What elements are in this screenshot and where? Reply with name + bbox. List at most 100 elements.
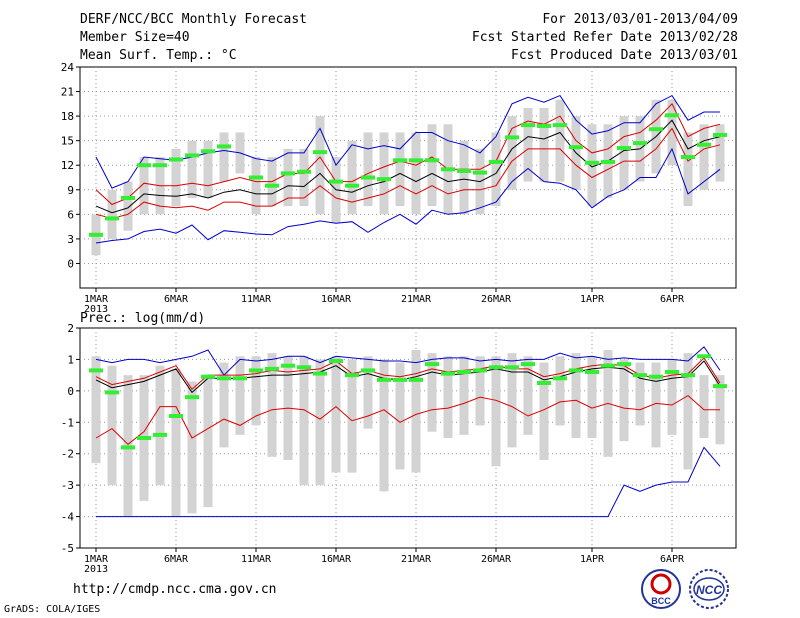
observed-mark xyxy=(697,354,711,359)
source-url[interactable]: http://cmdp.ncc.cma.gov.cn xyxy=(73,582,277,597)
observed-mark xyxy=(713,132,727,137)
median-line xyxy=(95,360,721,394)
spread-bar xyxy=(571,353,581,438)
spread-bar xyxy=(363,356,373,429)
spread-bar xyxy=(683,132,693,207)
observed-mark xyxy=(425,158,439,163)
spread-bar xyxy=(171,148,181,207)
observed-mark xyxy=(489,365,503,370)
spread-bar xyxy=(539,107,549,182)
ytick-label: 9 xyxy=(67,184,74,197)
spread-bar xyxy=(299,148,309,207)
produced-date: Fcst Produced Date 2013/03/01 xyxy=(511,48,738,63)
observed-mark xyxy=(345,373,359,378)
xtick-label: 1MAR xyxy=(84,294,109,305)
xtick-label: 1APR xyxy=(580,294,605,305)
spread-bar xyxy=(587,356,597,438)
observed-mark xyxy=(361,175,375,180)
observed-mark xyxy=(457,168,471,173)
xtick-label: 11MAR xyxy=(241,294,272,305)
observed-mark xyxy=(281,363,295,368)
observed-mark xyxy=(441,371,455,376)
observed-mark xyxy=(313,150,327,155)
spread-bar xyxy=(331,356,341,473)
spread-bar xyxy=(619,359,629,442)
observed-mark xyxy=(329,359,343,363)
spread-bar xyxy=(507,116,517,190)
ytick-label: -4 xyxy=(61,511,75,524)
ytick-label: -3 xyxy=(61,479,74,492)
observed-mark xyxy=(313,371,327,376)
observed-mark xyxy=(585,370,599,374)
observed-mark xyxy=(393,377,407,382)
xtick-label: 6APR xyxy=(660,554,685,565)
spread-bar xyxy=(91,356,101,464)
observed-mark xyxy=(665,370,679,374)
spread-bar xyxy=(107,189,117,239)
observed-mark xyxy=(713,384,727,389)
observed-mark xyxy=(553,123,567,128)
observed-mark xyxy=(121,195,135,200)
spread-bar xyxy=(203,378,213,508)
spread-bar xyxy=(587,124,597,207)
ytick-label: 24 xyxy=(61,61,75,74)
spread-bar xyxy=(379,359,389,492)
observed-mark xyxy=(105,216,119,221)
observed-mark xyxy=(201,149,215,154)
observed-mark xyxy=(137,163,151,168)
ytick-label: -2 xyxy=(61,448,74,461)
observed-mark xyxy=(537,123,551,128)
spread-bar xyxy=(635,362,645,426)
observed-mark xyxy=(521,362,535,367)
observed-mark xyxy=(265,183,279,188)
observed-mark xyxy=(697,142,711,147)
observed-mark xyxy=(521,123,535,128)
spread-bar xyxy=(523,107,533,182)
xtick-label: 6APR xyxy=(660,294,685,305)
spread-bar xyxy=(667,359,677,435)
xtick-label: 6MAR xyxy=(164,554,189,565)
spread-bar xyxy=(123,181,133,231)
observed-mark xyxy=(105,390,119,395)
observed-mark xyxy=(249,175,263,180)
observed-mark xyxy=(281,171,295,176)
spread-bar xyxy=(427,353,437,432)
spread-bar xyxy=(411,350,421,473)
observed-mark xyxy=(377,177,391,182)
panel-subtitle: Prec.: log(mm/d) xyxy=(80,311,205,326)
spread-bar xyxy=(363,132,373,207)
observed-mark xyxy=(633,373,647,378)
observed-mark xyxy=(409,158,423,163)
spread-bar xyxy=(219,362,229,448)
spread-bar xyxy=(507,353,517,448)
svg-text:NCC: NCC xyxy=(696,583,722,597)
ytick-label: -5 xyxy=(61,542,74,555)
spread-bar xyxy=(667,99,677,166)
observed-mark xyxy=(265,366,279,371)
ytick-label: 1 xyxy=(67,353,74,366)
observed-mark xyxy=(601,363,615,368)
spread-bar xyxy=(235,356,245,435)
spread-bar xyxy=(155,365,165,486)
spread-bar xyxy=(347,140,357,215)
observed-mark xyxy=(585,160,599,165)
observed-mark xyxy=(617,362,631,367)
spread-bar xyxy=(443,356,453,438)
xtick-label: 16MAR xyxy=(321,554,352,565)
observed-mark xyxy=(89,368,103,373)
ytick-label: -1 xyxy=(61,416,74,429)
spread-bar xyxy=(699,124,709,190)
observed-mark xyxy=(169,414,183,418)
ytick-label: 15 xyxy=(61,135,74,148)
spread-bar xyxy=(555,99,565,182)
observed-mark xyxy=(345,183,359,188)
observed-mark xyxy=(633,141,647,146)
variable-label: Mean Surf. Temp.: °C xyxy=(80,48,237,63)
observed-mark xyxy=(569,368,583,373)
spread-bar xyxy=(491,356,501,467)
observed-mark xyxy=(665,113,679,118)
spread-bar xyxy=(683,353,693,470)
spread-bar xyxy=(699,375,709,438)
spread-bar xyxy=(491,132,501,207)
